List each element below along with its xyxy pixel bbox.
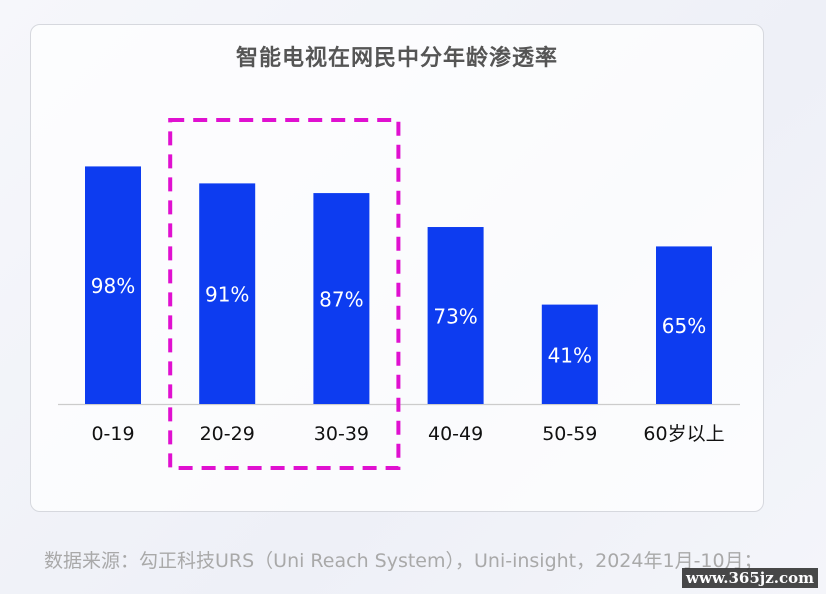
data-label: 41%: [548, 343, 592, 367]
data-label: 65%: [662, 314, 706, 338]
x-tick-label: 30-39: [314, 423, 369, 445]
bar-50-59: [541, 304, 598, 404]
data-label: 73%: [433, 305, 477, 329]
data-label: 98%: [91, 274, 135, 298]
x-tick-label: 0-19: [91, 423, 134, 445]
highlight-box: [168, 118, 401, 470]
source-note: 数据来源：勾正科技URS（Uni Reach System），Uni-insig…: [44, 550, 763, 572]
x-tick-label: 60岁以上: [643, 423, 724, 445]
x-tick-label: 50-59: [542, 423, 597, 445]
bar-60岁以上: [656, 246, 712, 404]
bar-20-29: [199, 183, 256, 404]
bar-40-49: [427, 227, 484, 404]
chart-title: 智能电视在网民中分年龄渗透率: [235, 46, 558, 71]
data-label: 91%: [205, 283, 249, 307]
watermark: www.365jz.com: [682, 568, 818, 588]
bar-30-39: [313, 193, 370, 404]
x-tick-label: 20-29: [200, 423, 255, 445]
data-label: 87%: [319, 288, 363, 312]
bar-0-19: [85, 166, 141, 404]
x-tick-label: 40-49: [428, 423, 483, 445]
